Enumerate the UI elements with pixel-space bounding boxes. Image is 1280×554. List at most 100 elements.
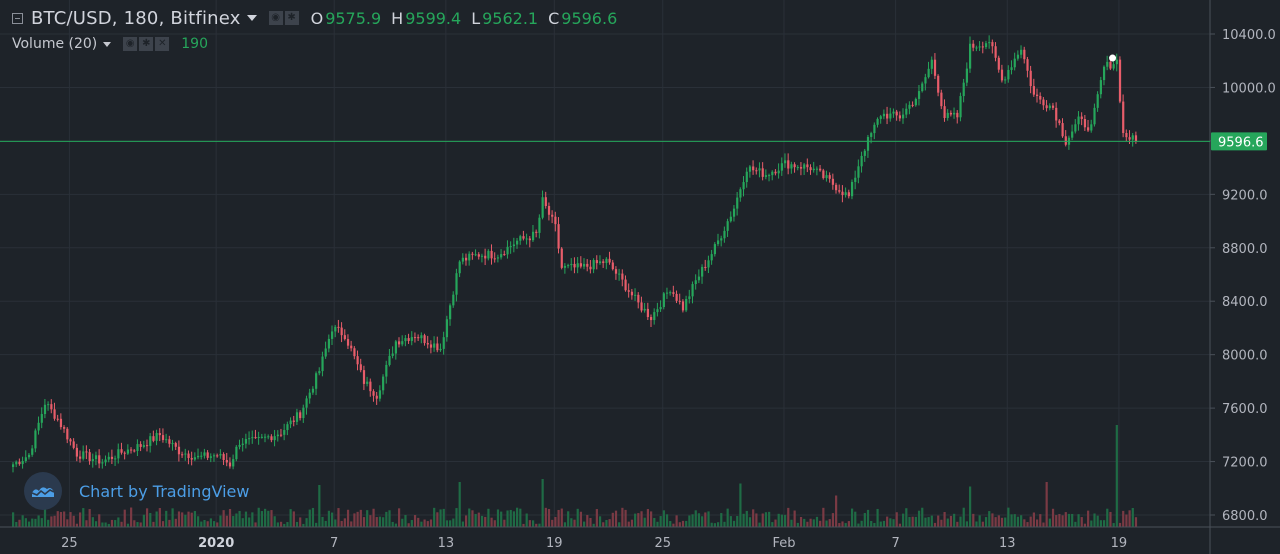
volume-bar: [1080, 517, 1083, 527]
candle-body: [91, 459, 94, 462]
candle-body: [768, 175, 771, 177]
volume-bar: [570, 518, 573, 527]
volume-bar: [455, 508, 458, 527]
candle-body: [203, 452, 206, 456]
candle-body: [59, 418, 63, 428]
candle-body: [819, 168, 822, 171]
gear-icon[interactable]: ✱: [139, 37, 154, 51]
volume-bar: [385, 511, 388, 527]
candle-body: [15, 461, 18, 465]
volume-bar: [602, 522, 605, 527]
candle-body: [439, 348, 442, 351]
candle-body: [264, 436, 267, 438]
volume-bar: [618, 522, 621, 527]
volume-bar: [423, 519, 426, 527]
candle-body: [531, 231, 535, 241]
candle-body: [493, 258, 496, 260]
candle-body: [1064, 136, 1067, 145]
volume-bar: [88, 509, 91, 527]
candle-body: [1131, 135, 1134, 140]
chart-grid: [0, 0, 1210, 527]
volume-bar: [662, 510, 665, 527]
candle-body: [828, 175, 831, 179]
symbol-title[interactable]: BTC/USD, 180, Bitfinex: [31, 7, 241, 29]
volume-bar: [576, 508, 579, 527]
volume-bar: [704, 512, 707, 527]
volume-bar: [1042, 522, 1045, 527]
candle-body: [449, 305, 452, 320]
candle-body: [337, 326, 340, 328]
volume-bar: [975, 521, 978, 527]
volume-bar: [917, 510, 921, 527]
low-label: L: [471, 8, 481, 28]
volume-bar: [1118, 522, 1122, 527]
volume-bar: [1023, 519, 1026, 527]
high-value: 9599.4: [405, 8, 462, 28]
gear-icon[interactable]: ✱: [284, 11, 299, 25]
volume-bar: [902, 513, 905, 527]
candle-body: [225, 460, 228, 463]
candle-body: [1122, 101, 1125, 133]
chevron-down-icon[interactable]: [246, 15, 257, 21]
volume-bar: [726, 508, 729, 527]
volume-bar: [50, 516, 53, 527]
volume-bar: [815, 516, 819, 527]
candle-body: [659, 307, 662, 310]
volume-bar: [525, 513, 528, 527]
volume-bar: [911, 516, 914, 527]
eye-icon[interactable]: ◉: [123, 37, 138, 51]
volume-bar: [1051, 508, 1055, 527]
volume-bar: [289, 509, 292, 527]
volume-bar: [139, 522, 142, 527]
candle-body: [697, 276, 701, 281]
candle-body: [193, 457, 197, 460]
candle-body: [155, 433, 158, 441]
volume-bar: [228, 508, 232, 527]
candle-body: [311, 388, 315, 393]
volume-bar: [783, 514, 787, 527]
close-value: 9596.6: [561, 8, 618, 28]
candle-body: [1074, 124, 1077, 132]
candle-body: [1020, 49, 1023, 55]
candle-body: [1134, 135, 1138, 142]
volume-bar: [190, 512, 193, 527]
volume-bar: [780, 514, 783, 527]
candle-body: [423, 335, 426, 344]
volume-bar: [232, 516, 235, 527]
volume-bar: [222, 510, 225, 527]
collapse-icon[interactable]: [12, 12, 23, 24]
candle-body: [442, 337, 445, 349]
volume-bar: [573, 519, 576, 527]
volume-bar: [267, 510, 270, 527]
candle-body: [685, 298, 688, 311]
candle-body: [388, 355, 391, 365]
candle-body: [528, 238, 531, 241]
tradingview-watermark[interactable]: Chart by TradingView: [24, 472, 249, 510]
candle-body: [117, 449, 120, 459]
volume-bar: [464, 515, 468, 527]
volume-bar: [787, 507, 790, 527]
volume-title[interactable]: Volume (20): [12, 36, 98, 52]
eye-icon[interactable]: ◉: [268, 11, 283, 25]
chevron-down-icon[interactable]: [103, 41, 112, 47]
volume-bar: [369, 515, 372, 527]
candle-body: [123, 452, 126, 454]
candle-body: [404, 338, 407, 342]
candle-body: [69, 439, 72, 442]
candle-body: [930, 59, 933, 69]
candle-body: [500, 254, 503, 258]
candle-body: [286, 424, 289, 431]
candle-body: [965, 68, 969, 83]
candle-body: [962, 82, 965, 97]
close-icon[interactable]: ✕: [155, 37, 170, 51]
candle-body: [327, 338, 331, 349]
candle-body: [729, 216, 732, 222]
volume-bar: [643, 517, 646, 527]
candle-body: [701, 266, 704, 277]
candle-body: [12, 464, 15, 467]
x-tick-label: 7: [330, 536, 338, 551]
candle-body: [436, 343, 439, 351]
candle-body: [975, 47, 978, 49]
candle-body: [171, 443, 174, 445]
